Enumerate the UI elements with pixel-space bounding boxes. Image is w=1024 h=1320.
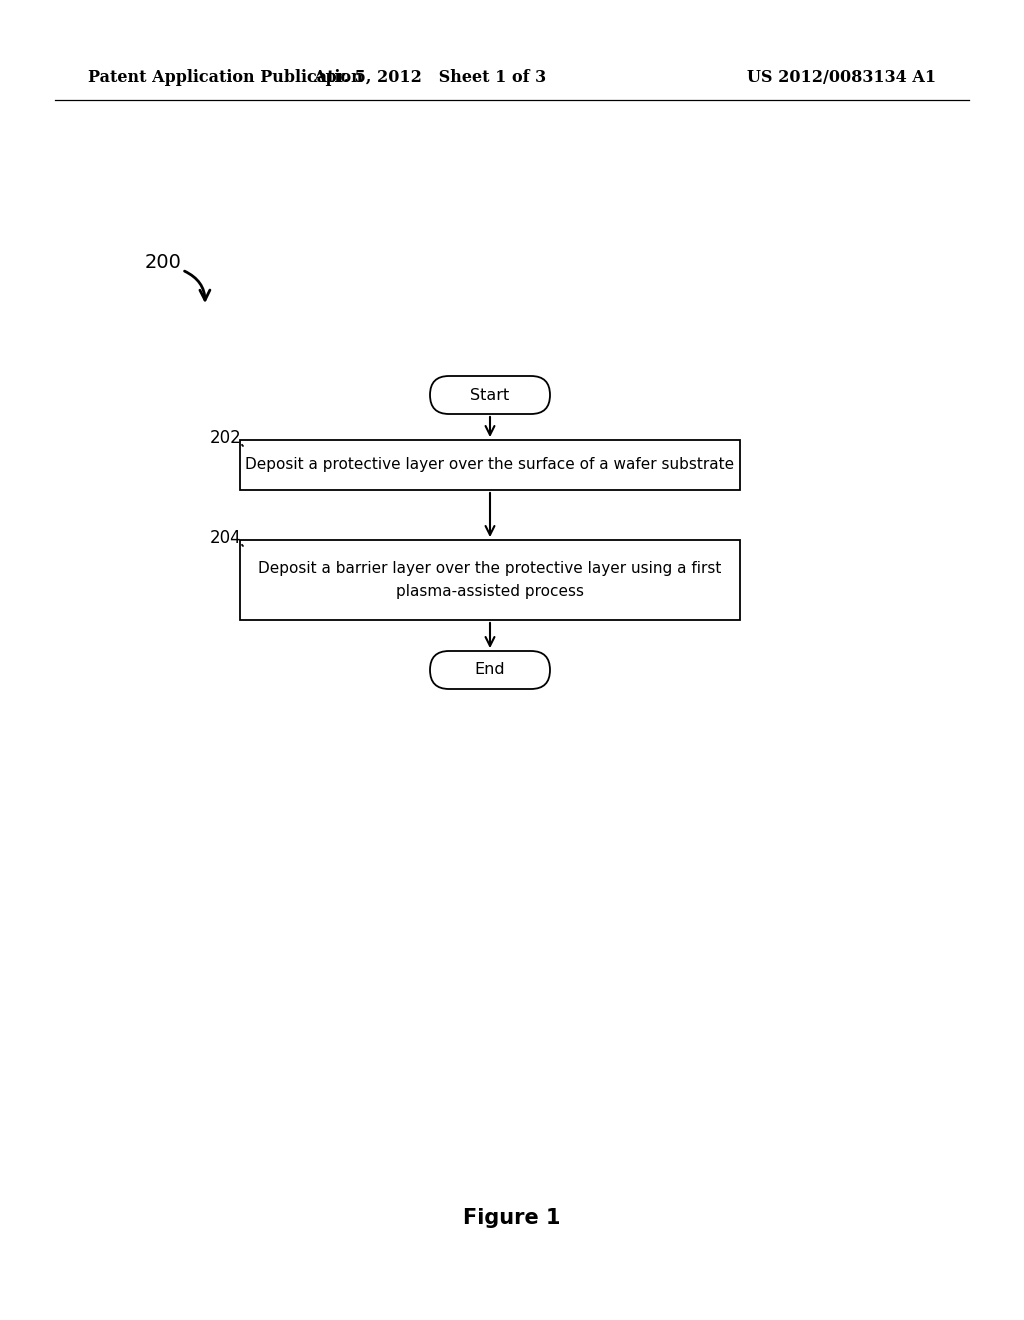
Text: Deposit a protective layer over the surface of a wafer substrate: Deposit a protective layer over the surf…: [246, 458, 734, 473]
Text: Deposit a barrier layer over the protective layer using a first
plasma-assisted : Deposit a barrier layer over the protect…: [258, 561, 722, 598]
FancyBboxPatch shape: [240, 440, 740, 490]
Text: Start: Start: [470, 388, 510, 403]
FancyBboxPatch shape: [430, 376, 550, 414]
Text: 200: 200: [145, 252, 182, 272]
FancyBboxPatch shape: [240, 540, 740, 620]
Text: 204: 204: [210, 529, 242, 546]
Text: Patent Application Publication: Patent Application Publication: [88, 70, 362, 87]
Text: Apr. 5, 2012   Sheet 1 of 3: Apr. 5, 2012 Sheet 1 of 3: [313, 70, 547, 87]
Text: 202: 202: [210, 429, 242, 447]
Text: Figure 1: Figure 1: [463, 1208, 561, 1228]
Text: End: End: [475, 663, 505, 677]
Text: US 2012/0083134 A1: US 2012/0083134 A1: [746, 70, 936, 87]
FancyBboxPatch shape: [430, 651, 550, 689]
